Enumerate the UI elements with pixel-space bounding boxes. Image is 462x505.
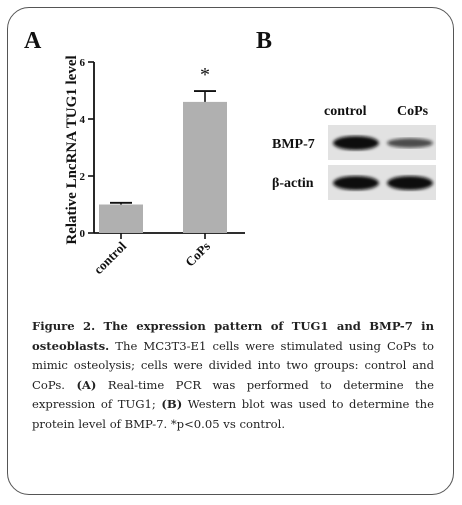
- wb-row-bmp7: BMP-7: [272, 137, 315, 152]
- panel-a-letter: A: [24, 28, 42, 54]
- wb-row-beta-actin: β-actin: [272, 176, 314, 191]
- bar-chart: 0 2 4 6 control CoPs * Relative LncRNA TUG1 l…: [64, 55, 245, 277]
- y-tick-label: 4: [80, 114, 86, 126]
- panel-b-letter: B: [256, 28, 273, 54]
- caption-text-2: Real-time PCR was performed to determine…: [32, 377, 435, 412]
- x-tick-label-control: control: [91, 238, 130, 277]
- figure-frame: [7, 7, 454, 495]
- x-tick-label-cops: CoPs: [182, 239, 213, 270]
- wb-band: [387, 138, 433, 148]
- wb-band: [333, 176, 379, 190]
- y-tick-label: 0: [80, 228, 86, 240]
- bar-control: [99, 204, 143, 233]
- wb-band: [333, 136, 379, 150]
- wb-column-control: control: [324, 104, 367, 119]
- caption-text-3: Western blot was used to determine the p…: [32, 397, 434, 431]
- bar-cops: [183, 101, 227, 234]
- y-axis-label: Relative LncRNA TUG1 level: [64, 55, 80, 244]
- y-tick-label: 2: [80, 171, 86, 183]
- caption-a-label: (A): [76, 377, 97, 392]
- wb-band: [387, 176, 433, 190]
- figure-caption: Figure 2. The expression pattern of TUG1…: [32, 317, 434, 435]
- western-blot: [328, 125, 436, 200]
- wb-column-cops: CoPs: [397, 104, 429, 119]
- caption-text-1: The MC3T3-E1 cells were stimulated using…: [32, 338, 434, 392]
- significance-marker: *: [200, 64, 210, 86]
- caption-b-label: (B): [161, 397, 183, 412]
- y-tick-label: 6: [80, 57, 86, 69]
- caption-title: Figure 2. The expression pattern of TUG1…: [32, 319, 434, 353]
